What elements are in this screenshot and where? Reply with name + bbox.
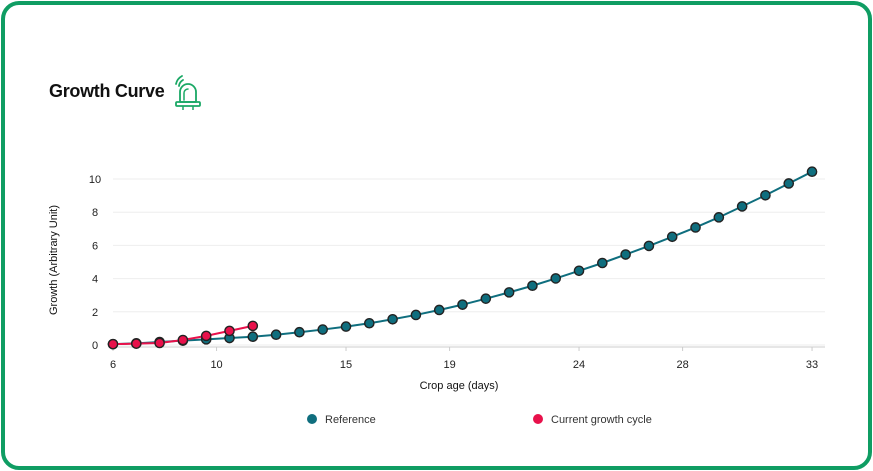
- data-point-reference[interactable]: [527, 280, 538, 292]
- data-point-reference[interactable]: [713, 212, 725, 223]
- data-point-reference[interactable]: [550, 273, 562, 284]
- x-tick-label: 28: [676, 359, 688, 371]
- data-point-reference[interactable]: [340, 321, 352, 332]
- data-point-reference[interactable]: [736, 201, 748, 212]
- y-tick-label: 0: [92, 340, 98, 352]
- chart-grid: [112, 178, 825, 351]
- y-tick-label: 2: [92, 307, 98, 319]
- x-tick-label: 15: [340, 359, 352, 371]
- data-point-reference[interactable]: [387, 313, 398, 325]
- data-point-reference[interactable]: [597, 257, 608, 269]
- data-point-reference[interactable]: [806, 166, 818, 177]
- data-point-current[interactable]: [247, 320, 259, 332]
- x-tick-label: 6: [110, 359, 116, 371]
- data-point-current[interactable]: [107, 338, 119, 350]
- data-point-reference[interactable]: [480, 293, 492, 304]
- data-point-reference[interactable]: [573, 265, 585, 277]
- x-tick-label: 24: [573, 359, 585, 371]
- legend-marker-current: [533, 414, 543, 424]
- data-point-reference[interactable]: [294, 326, 305, 338]
- legend: Reference Current growth cycle: [307, 414, 652, 426]
- data-point-reference[interactable]: [247, 331, 259, 343]
- legend-label-reference: Reference: [325, 414, 376, 426]
- data-point-current[interactable]: [154, 337, 165, 349]
- data-point-current[interactable]: [200, 330, 212, 342]
- y-tick-label: 4: [92, 274, 98, 286]
- data-point-reference[interactable]: [457, 299, 468, 310]
- data-point-current[interactable]: [131, 338, 142, 349]
- y-tick-label: 6: [92, 240, 98, 252]
- data-point-current[interactable]: [224, 325, 235, 337]
- data-point-reference[interactable]: [503, 287, 515, 298]
- chart-series: [107, 166, 818, 350]
- y-tick-label: 8: [92, 207, 98, 219]
- data-point-reference[interactable]: [410, 309, 422, 321]
- legend-label-current: Current growth cycle: [551, 414, 652, 426]
- x-axis-title: Crop age (days): [420, 380, 499, 392]
- data-point-reference[interactable]: [620, 249, 631, 260]
- data-point-reference[interactable]: [364, 317, 375, 329]
- data-point-reference[interactable]: [643, 240, 655, 252]
- x-tick-label: 10: [210, 359, 222, 371]
- legend-marker-reference: [307, 414, 317, 424]
- data-point-reference[interactable]: [760, 189, 771, 201]
- data-point-current[interactable]: [177, 334, 189, 346]
- data-point-reference[interactable]: [317, 324, 329, 335]
- data-point-reference[interactable]: [783, 178, 795, 189]
- x-tick-label: 33: [806, 359, 818, 371]
- series-line-reference: [112, 170, 813, 346]
- data-point-reference[interactable]: [690, 222, 701, 233]
- y-axis-title: Growth (Arbitrary Unit): [48, 205, 60, 315]
- data-point-reference[interactable]: [666, 231, 678, 243]
- x-tick-label: 19: [443, 359, 455, 371]
- data-point-reference[interactable]: [270, 329, 282, 341]
- data-point-reference[interactable]: [433, 304, 445, 316]
- y-tick-label: 10: [89, 174, 101, 186]
- card-title: Growth Curve: [49, 81, 165, 101]
- alarm-light-icon: [175, 75, 201, 110]
